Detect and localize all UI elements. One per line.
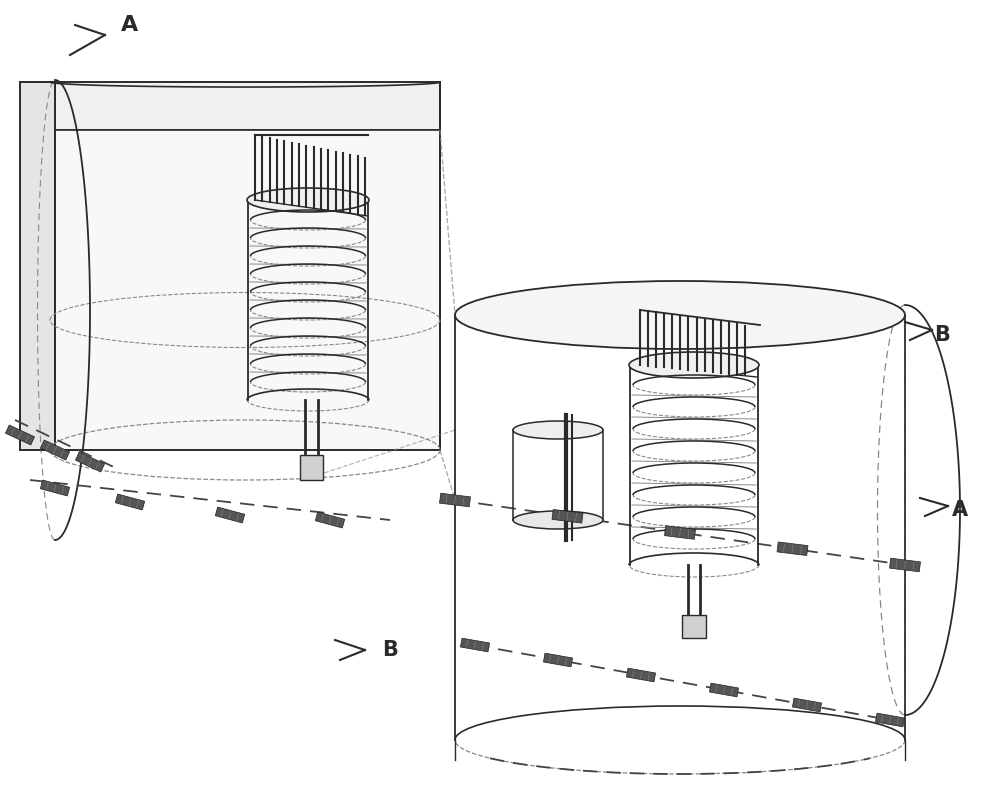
- Text: A: A: [121, 15, 139, 35]
- Polygon shape: [55, 130, 440, 450]
- Ellipse shape: [629, 352, 759, 378]
- Ellipse shape: [455, 281, 905, 349]
- Polygon shape: [215, 507, 245, 523]
- Polygon shape: [543, 653, 573, 667]
- Polygon shape: [115, 494, 145, 510]
- Text: B: B: [382, 640, 398, 660]
- Polygon shape: [300, 455, 323, 480]
- Polygon shape: [75, 452, 105, 472]
- Polygon shape: [626, 668, 656, 682]
- Polygon shape: [552, 510, 583, 523]
- Polygon shape: [40, 480, 70, 496]
- Ellipse shape: [247, 188, 369, 212]
- Polygon shape: [777, 542, 808, 556]
- Polygon shape: [440, 493, 470, 506]
- Ellipse shape: [513, 421, 603, 439]
- Polygon shape: [890, 558, 920, 572]
- Polygon shape: [665, 526, 695, 540]
- Polygon shape: [875, 714, 905, 726]
- Polygon shape: [682, 615, 706, 638]
- Polygon shape: [40, 440, 70, 460]
- Ellipse shape: [513, 511, 603, 529]
- Polygon shape: [55, 82, 440, 130]
- Polygon shape: [5, 425, 35, 445]
- Text: A: A: [952, 500, 968, 520]
- Polygon shape: [792, 698, 822, 712]
- Polygon shape: [315, 512, 345, 528]
- Text: B: B: [934, 325, 950, 345]
- Polygon shape: [20, 82, 55, 450]
- Polygon shape: [460, 638, 490, 652]
- Polygon shape: [709, 683, 739, 697]
